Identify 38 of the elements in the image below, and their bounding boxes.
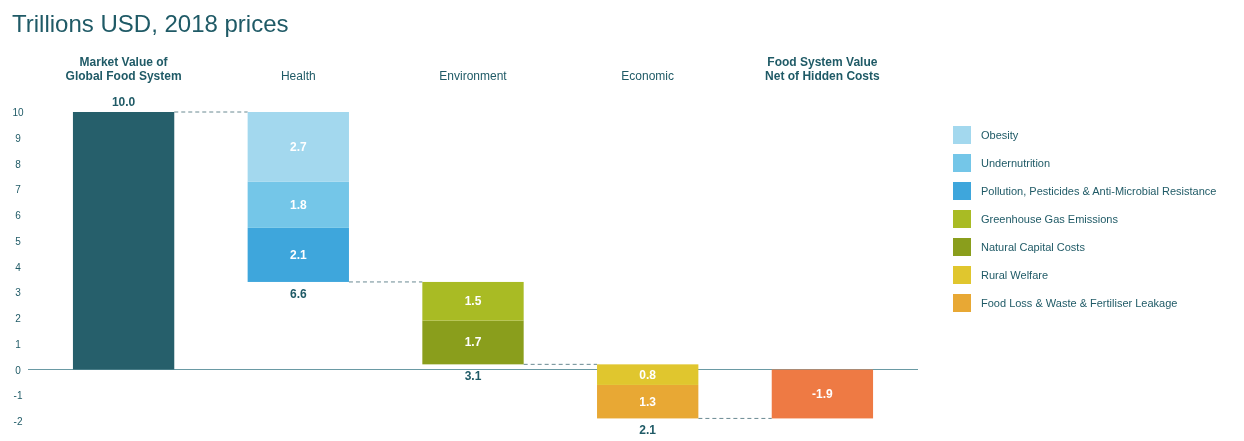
y-tick-label: 3 xyxy=(15,287,22,299)
x-tick-label: Economic xyxy=(621,69,675,83)
y-tick-label: 5 xyxy=(15,235,22,247)
annotation: 3.1 xyxy=(464,369,482,384)
annotation: 6.6 xyxy=(289,286,307,301)
data-label: 1.5 xyxy=(464,294,482,309)
data-label: 2.7 xyxy=(289,139,307,154)
data-label: 1.3 xyxy=(639,394,657,409)
y-tick-label: 6 xyxy=(15,210,22,221)
data-label: 1.8 xyxy=(289,197,307,212)
y-tick-label: 0 xyxy=(15,364,22,376)
annotation: 2.1 xyxy=(639,423,657,438)
legend-label: Greenhouse Gas Emissions xyxy=(981,213,1119,225)
y-tick-label: 7 xyxy=(15,184,22,196)
y-tick-label: 4 xyxy=(15,261,22,273)
y-tick-label: 8 xyxy=(15,158,22,170)
data-label: 10.0 xyxy=(111,95,136,109)
x-tick-label: Market Value of Global Food System xyxy=(65,55,182,83)
data-label: 2.1 xyxy=(289,247,307,262)
legend-label: Undernutrition xyxy=(981,157,1051,169)
data-label: -1.9 xyxy=(812,386,834,401)
legend-label: Rural Welfare xyxy=(981,269,1049,281)
legend-label: Obesity xyxy=(981,129,1019,141)
y-tick-label: 2 xyxy=(15,313,22,324)
x-tick-label: Food System Value Net of Hidden Costs xyxy=(765,55,881,83)
y-tick-label: 9 xyxy=(15,132,22,144)
y-tick-label: -2 xyxy=(13,416,23,427)
y-tick-label: 1 xyxy=(15,338,22,350)
x-tick-label: Health xyxy=(280,69,316,83)
y-tick-label: -1 xyxy=(13,390,23,402)
legend-label: Pollution, Pesticides & Anti-Microbial Resistance xyxy=(981,185,1217,197)
chart-title: Trillions USD, 2018 prices xyxy=(12,10,289,37)
legend-label: Natural Capital Costs xyxy=(981,241,1086,253)
x-tick-label: Environment xyxy=(439,69,508,83)
data-label: 1.7 xyxy=(464,335,482,350)
data-label: 0.8 xyxy=(639,367,657,382)
y-tick-label: 10 xyxy=(12,107,24,118)
legend-label: Food Loss & Waste & Fertiliser Leakage xyxy=(981,297,1178,309)
